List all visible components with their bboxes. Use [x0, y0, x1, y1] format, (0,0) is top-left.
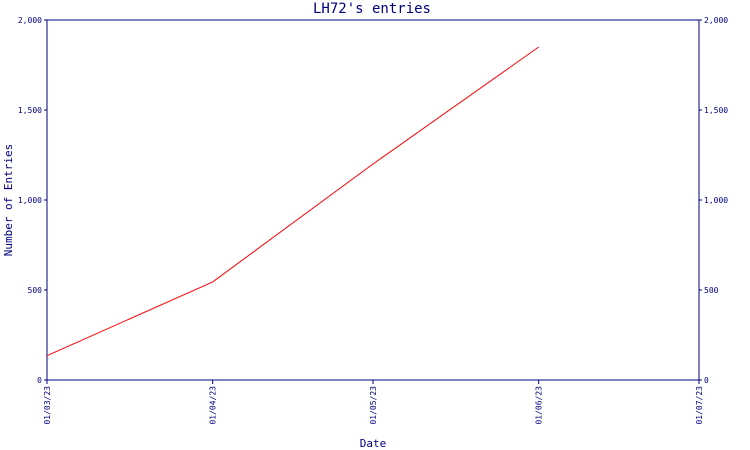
y-tick-label-left: 1,500 — [18, 106, 42, 115]
series-line — [46, 46, 539, 357]
y-tick-label-right: 1,500 — [704, 106, 728, 115]
x-tick-label: 01/05/23 — [369, 386, 378, 425]
y-tick-label-right: 0 — [704, 376, 709, 385]
y-tick-label-left: 500 — [28, 286, 43, 295]
axis-ticks: 0 0 500 500 1,000 1,000 1,500 1,500 2,000 2,000 01… — [18, 16, 728, 425]
x-tick-label: 01/04/23 — [209, 386, 218, 425]
x-tick-label: 01/07/23 — [695, 386, 704, 425]
y-tick-label-right: 1,000 — [704, 196, 728, 205]
plot-area — [46, 19, 700, 381]
y-axis-label: Number of Entries — [2, 144, 15, 257]
series-group — [46, 46, 539, 357]
y-tick-label-left: 0 — [37, 376, 42, 385]
y-tick-label-right: 500 — [704, 286, 719, 295]
y-tick-label-right: 2,000 — [704, 16, 728, 25]
x-tick-label: 01/03/23 — [43, 386, 52, 425]
y-tick-label-left: 2,000 — [18, 16, 42, 25]
x-tick-label: 01/06/23 — [535, 386, 544, 425]
y-tick-label-left: 1,000 — [18, 196, 42, 205]
chart-title: LH72's entries — [313, 1, 431, 17]
x-axis-label: Date — [360, 437, 387, 450]
